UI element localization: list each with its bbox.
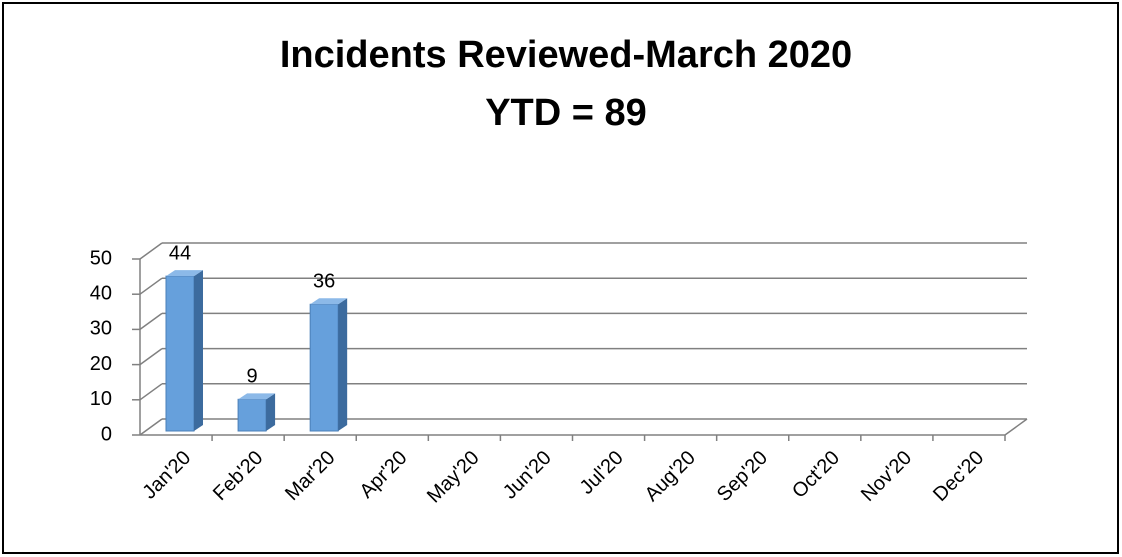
y-tick-label: 0: [101, 423, 112, 445]
bar: [309, 303, 339, 432]
bar: [165, 275, 195, 432]
wall-connector: [139, 242, 163, 260]
bar-top: [166, 270, 203, 277]
bar-top: [310, 298, 348, 305]
chart-subtitle: YTD = 89: [485, 92, 647, 134]
y-tick-label: 30: [90, 318, 112, 340]
wall-connector: [139, 277, 163, 295]
data-label: 44: [169, 242, 191, 264]
chart-title: Incidents Reviewed-March 2020: [280, 34, 852, 76]
bar-side: [266, 393, 276, 431]
y-tick-label: 10: [90, 388, 112, 410]
bar: [237, 398, 267, 432]
data-label: 36: [313, 271, 335, 293]
y-tick-label: 40: [90, 282, 112, 304]
y-tick-label: 50: [90, 247, 112, 269]
wall-connector: [139, 312, 163, 331]
data-label: 9: [247, 366, 258, 388]
bar-top: [238, 393, 276, 400]
wall-connector: [139, 383, 163, 401]
bar-side: [194, 270, 203, 431]
y-tick-label: 20: [90, 353, 112, 375]
wall-connector: [139, 347, 163, 366]
bar-side: [338, 298, 348, 431]
wall-connector: [139, 418, 163, 436]
